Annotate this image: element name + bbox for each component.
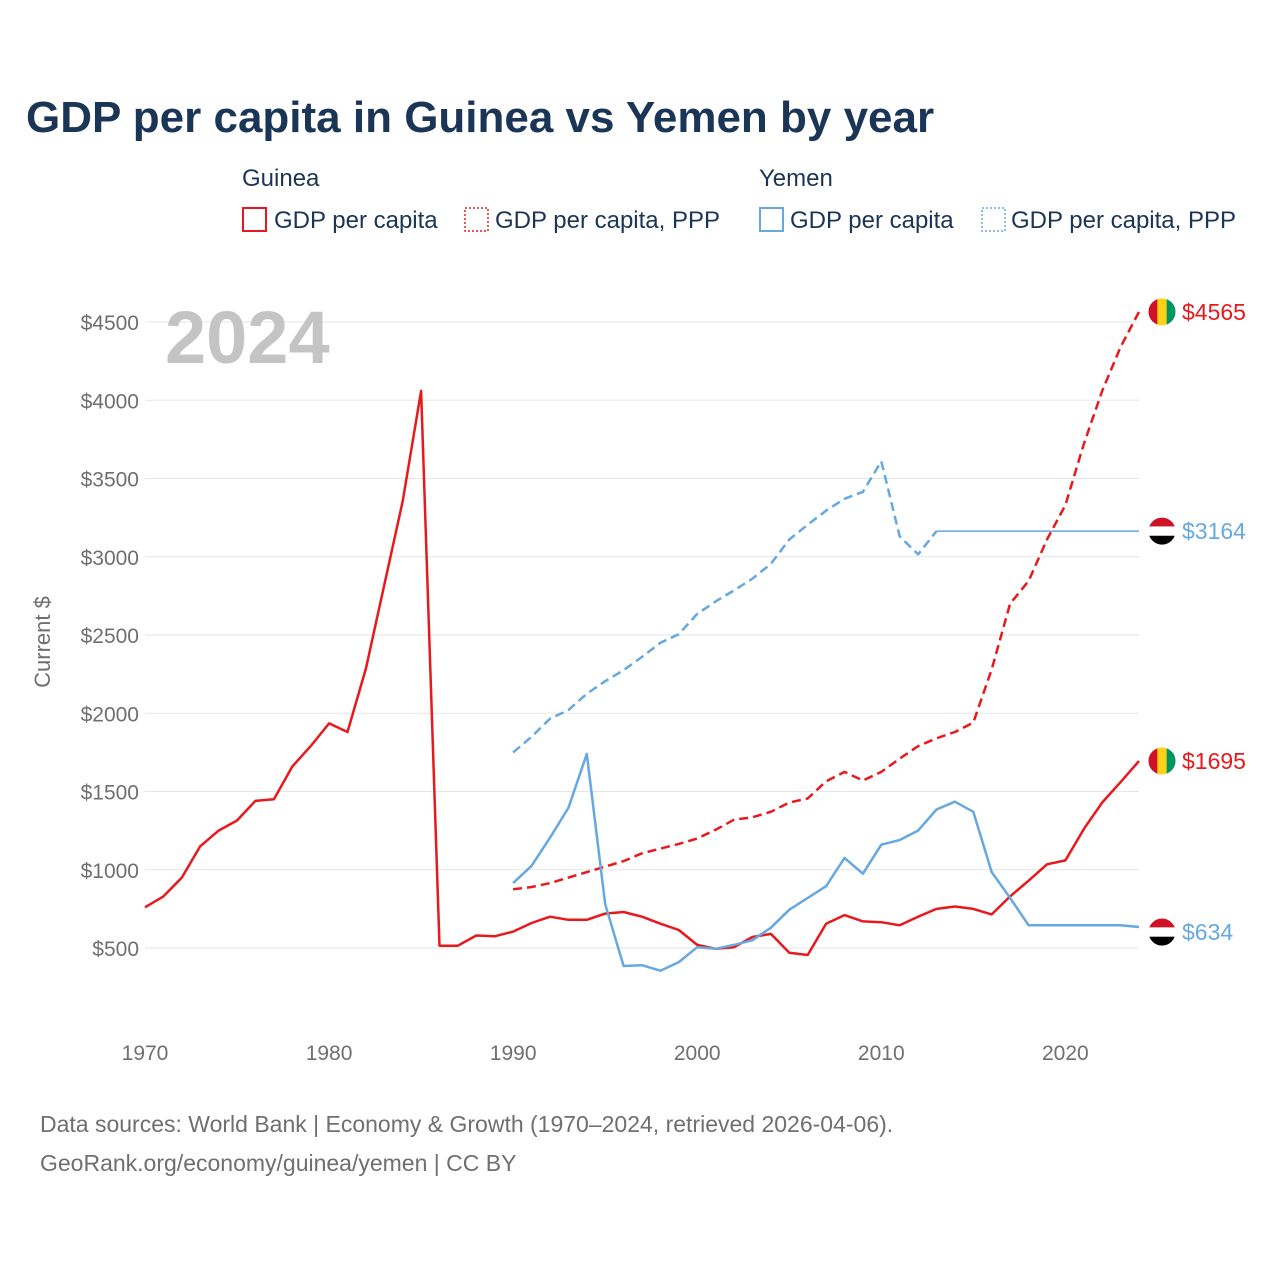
legend-label-yemen-gdp[interactable]: GDP per capita <box>790 207 954 234</box>
legend-group-yemen: Yemen <box>759 165 833 192</box>
end-label-yemen-ppp: $3164 <box>1182 518 1246 544</box>
y-tick-label-3500: $3500 <box>81 469 139 492</box>
series-lines <box>144 311 1141 972</box>
x-axis-ticks: 1970 1980 1990 2000 2010 2020 <box>122 1042 1089 1065</box>
x-tick-label-1990: 1990 <box>490 1042 537 1065</box>
legend-label-guinea-ppp[interactable]: GDP per capita, PPP <box>495 207 720 234</box>
legend-group-guinea: Guinea <box>242 165 320 192</box>
legend-swatch-guinea-gdp <box>242 207 267 232</box>
x-tick-label-2010: 2010 <box>858 1042 905 1065</box>
grid-lines <box>145 321 1139 949</box>
series-line-guinea-gdp[interactable] <box>144 389 1140 957</box>
end-label-guinea-ppp: $4565 <box>1182 299 1246 325</box>
y-tick-label-4000: $4000 <box>81 390 139 413</box>
x-tick-label-2020: 2020 <box>1042 1042 1089 1065</box>
end-markers: $1695 $4565 $634 $3164 <box>1147 297 1246 947</box>
end-label-yemen-gdp: $634 <box>1182 919 1233 945</box>
y-axis-ticks: $500 $1000 $1500 $2000 $2500 $3000 $3500 $4000 $… <box>81 312 139 961</box>
y-tick-label-500: $500 <box>92 938 139 961</box>
legend-swatch-guinea-ppp <box>464 207 489 232</box>
legend-swatch-yemen-ppp <box>981 207 1006 232</box>
x-tick-label-2000: 2000 <box>674 1042 721 1065</box>
x-tick-label-1970: 1970 <box>122 1042 169 1065</box>
year-overlay: 2024 <box>165 296 330 379</box>
y-tick-label-2500: $2500 <box>81 625 139 648</box>
flag-icon-yemen-yemen-gdp <box>1147 917 1177 947</box>
series-line-guinea-ppp[interactable] <box>512 311 1141 891</box>
source-line-1: Data sources: World Bank | Economy & Gro… <box>40 1111 893 1137</box>
chart-title: GDP per capita in Guinea vs Yemen by yea… <box>26 93 934 142</box>
flag-icon-guinea-guinea-ppp <box>1147 297 1177 327</box>
x-tick-label-1980: 1980 <box>306 1042 353 1065</box>
series-line-yemen-ppp[interactable] <box>512 460 938 754</box>
y-axis-title: Current $ <box>30 596 55 688</box>
legend-swatch-yemen-gdp <box>759 207 784 232</box>
flag-icon-yemen-yemen-ppp <box>1147 516 1177 546</box>
legend: Guinea GDP per capita GDP per capita, PP… <box>242 165 1236 234</box>
y-tick-label-3000: $3000 <box>81 547 139 570</box>
y-tick-label-1000: $1000 <box>81 860 139 883</box>
legend-label-yemen-ppp[interactable]: GDP per capita, PPP <box>1011 207 1236 234</box>
y-tick-label-4500: $4500 <box>81 312 139 335</box>
series-line-yemen-gdp[interactable] <box>512 752 1140 972</box>
flag-icon-guinea-guinea-gdp <box>1147 746 1177 776</box>
y-tick-label-2000: $2000 <box>81 703 139 726</box>
end-label-guinea-gdp: $1695 <box>1182 748 1246 774</box>
y-tick-label-1500: $1500 <box>81 782 139 805</box>
legend-label-guinea-gdp[interactable]: GDP per capita <box>274 207 438 234</box>
source-line-2[interactable]: GeoRank.org/economy/guinea/yemen | CC BY <box>40 1150 516 1176</box>
